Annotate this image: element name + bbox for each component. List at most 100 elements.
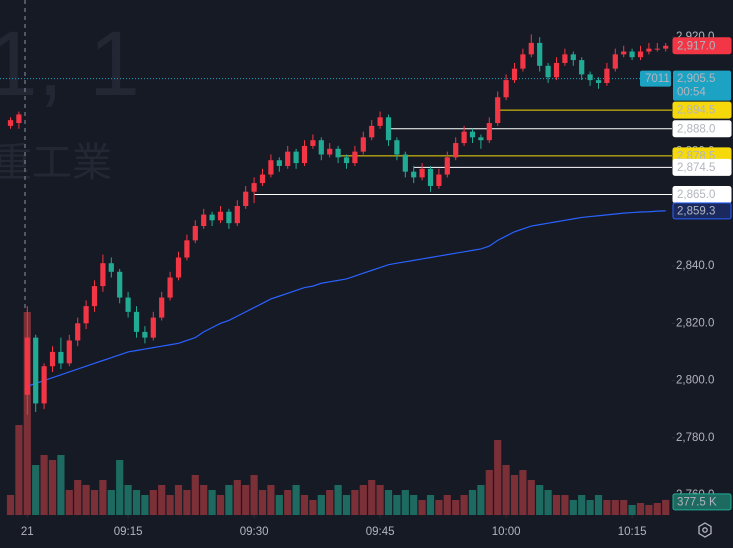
candle-body [301,145,308,164]
volume-bar [426,495,435,515]
volume-bar [620,500,628,515]
y-tick-label: 2,840.0 [676,260,714,272]
symbol-label: 7011 [645,73,670,85]
candle-body [621,51,627,55]
candle-body [537,42,543,66]
volume-bar [636,503,645,515]
volume-bar [208,490,216,515]
volume-bar [460,495,468,515]
price-level-badge-label: 2,888.0 [677,123,715,135]
price-level-badge-label: 2,865.0 [677,189,715,201]
candle-body [234,206,240,224]
candle-body [469,131,476,138]
volume-bar [645,505,653,515]
candle-body [343,157,350,164]
candle-body [553,62,560,78]
volume-bar [99,480,107,515]
candle-body [436,174,442,186]
volume-bar [65,490,73,515]
y-tick-label: 2,800.0 [676,375,714,387]
volume-bar [149,490,157,515]
volume-bar [359,485,367,515]
volume-bar [603,500,611,515]
volume-bar [653,503,661,515]
volume-bar [578,495,586,515]
candle-body [58,351,64,364]
candle-body [175,257,182,278]
last-price-badge-label: 2,917.0 [677,40,715,52]
candle-body [528,42,534,55]
plot-area [0,34,672,515]
volume-bar [317,495,325,515]
candle-body [545,65,551,78]
volume-bar [334,485,342,515]
volume-bar [401,490,409,515]
volume-bar [485,470,493,515]
volume-bar [267,485,275,515]
volume-bar [586,500,594,515]
volume-bar [191,475,199,515]
candle-body [654,48,660,50]
candle-body [503,80,509,98]
volume-bar [82,485,90,515]
price-level-badge [672,158,732,176]
candle-body [243,191,249,206]
candle-body [520,54,526,69]
volume-bar [342,495,351,515]
volume-bar [166,495,174,515]
candle-body [192,226,198,241]
volume-bar [569,500,577,515]
candle-body [587,74,593,81]
candle-body [377,117,383,126]
candle-body [259,174,266,184]
candle-body [352,151,358,164]
volume-bar [74,480,82,515]
candle-body [24,337,30,395]
candle-body [201,214,207,227]
candle-body [276,160,282,166]
volume-bar [594,495,603,515]
candle-body [327,148,333,155]
volume-bar [124,485,132,515]
candle-body [91,286,98,307]
price-axis: 2,920.02,880.02,840.02,820.02,800.02,780… [640,31,732,511]
candle-body [604,68,610,83]
price-level-badge-label: 2,874.5 [677,162,715,174]
volume-bar [628,505,636,515]
volume-bar [552,495,561,515]
candle-body [478,137,484,141]
candle-body [66,340,72,364]
volume-bar [158,485,166,515]
y-tick-label: 2,780.0 [676,432,714,444]
volume-bar [536,485,544,515]
candle-body [318,140,324,155]
y-tick-label: 2,820.0 [676,317,714,329]
candle-body [41,366,47,404]
candle-body [486,123,492,141]
candle-body [579,60,585,75]
candle-body [411,171,417,178]
settings-button[interactable] [698,522,712,538]
last-price-badge [672,37,732,55]
marker-countdown: 00:54 [677,87,706,99]
volume-bar [384,490,393,515]
volume-bar [368,480,376,515]
candle-body [49,351,56,367]
volume-bar [183,490,191,515]
x-tick-label: 09:45 [366,526,395,538]
candle-body [100,263,106,287]
price-level-badge [672,101,732,119]
candle-body [394,140,400,155]
candle-body [595,80,602,83]
candle-body [461,131,467,144]
symbol-badge [640,70,671,87]
candle-body [268,160,274,175]
candle-body [511,68,518,81]
candle-body [612,54,618,69]
volume-badge-label: 377.5 K [677,496,717,508]
volume-bar [40,455,48,515]
volume-bar [376,485,384,515]
volume-bar [292,485,300,515]
candle-body [402,154,408,172]
